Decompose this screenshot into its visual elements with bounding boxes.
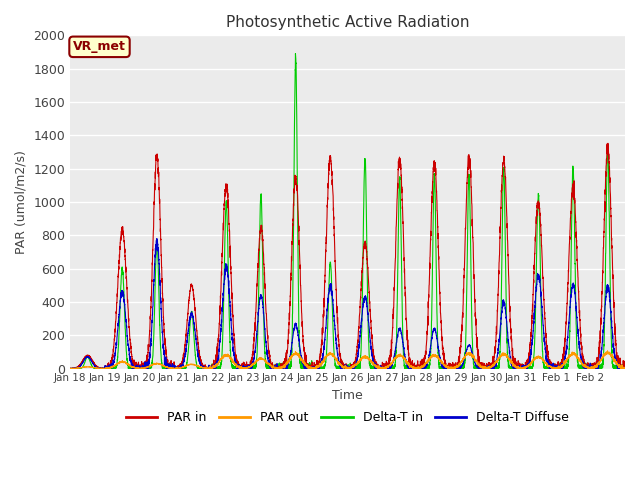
Title: Photosynthetic Active Radiation: Photosynthetic Active Radiation [226,15,469,30]
Y-axis label: PAR (umol/m2/s): PAR (umol/m2/s) [15,150,28,254]
Text: VR_met: VR_met [73,40,126,53]
Legend: PAR in, PAR out, Delta-T in, Delta-T Diffuse: PAR in, PAR out, Delta-T in, Delta-T Dif… [121,406,574,429]
X-axis label: Time: Time [332,389,363,402]
